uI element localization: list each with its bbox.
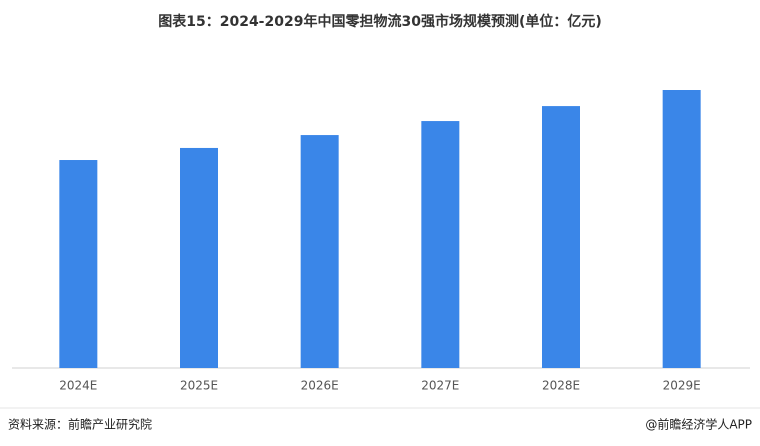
x-tick-label: 2029E xyxy=(663,379,701,393)
source: 资料来源：前瞻产业研究院 xyxy=(8,417,152,432)
bar xyxy=(180,147,218,368)
x-tick-label: 2025E xyxy=(180,379,218,393)
credit: @前瞻经济学人APP xyxy=(645,417,752,432)
bar xyxy=(421,121,460,369)
bar xyxy=(542,106,580,368)
x-tick-label: 2024E xyxy=(59,379,97,393)
x-tick-label: 2027E xyxy=(421,379,459,393)
chart-title: 图表15：2024-2029年中国零担物流30强市场规模预测(单位：亿元) xyxy=(158,13,602,30)
x-tick-label: 2028E xyxy=(542,379,580,393)
bar xyxy=(59,160,98,368)
bar xyxy=(300,135,339,368)
bar xyxy=(662,90,701,368)
x-tick-label: 2026E xyxy=(301,379,339,393)
